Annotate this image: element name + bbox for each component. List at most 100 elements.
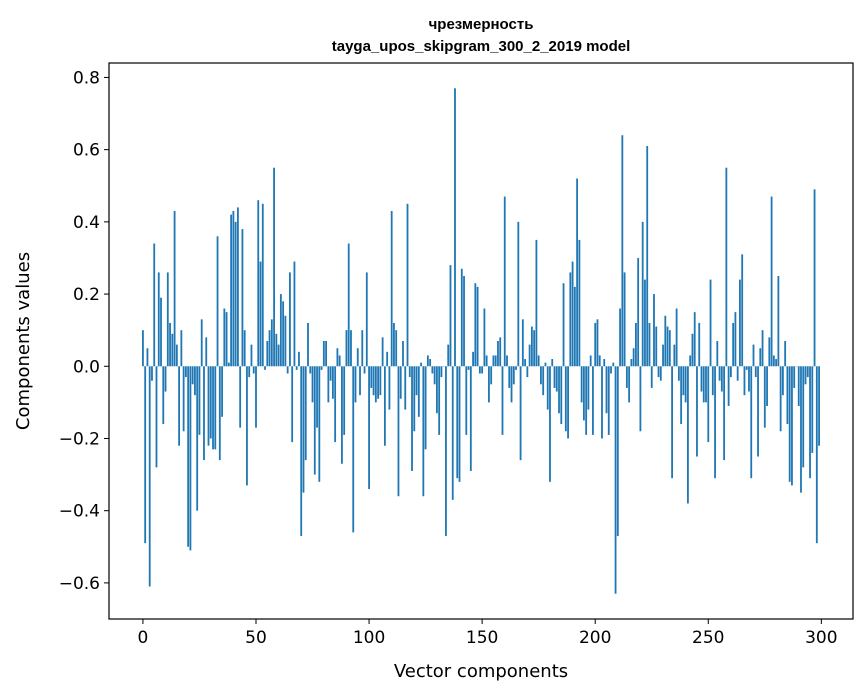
bar-168: [521, 319, 524, 367]
bar-11: [166, 272, 169, 367]
bar-9: [162, 366, 165, 425]
bar-34: [218, 366, 221, 461]
bar-252: [711, 366, 714, 396]
bar-91: [347, 243, 350, 367]
bar-209: [614, 366, 617, 594]
bar-244: [693, 312, 696, 367]
bar-269: [750, 366, 753, 479]
bar-165: [515, 366, 517, 370]
bar-100: [368, 366, 370, 490]
bar-185: [560, 366, 563, 425]
bar-246: [698, 322, 701, 367]
bar-134: [445, 366, 447, 536]
x-tick-label: 200: [579, 628, 611, 648]
bar-12: [169, 322, 171, 367]
bar-25: [198, 366, 201, 435]
bar-124: [422, 366, 425, 497]
bar-232: [666, 326, 669, 367]
bar-120: [413, 366, 416, 432]
bar-201: [596, 319, 599, 367]
bar-291: [800, 366, 802, 493]
bar-41: [234, 221, 237, 367]
bar-180: [549, 366, 551, 482]
bar-122: [417, 366, 420, 417]
bar-207: [610, 366, 612, 374]
x-axis-ticks: 0 50 100 150 200 250 300: [138, 619, 838, 648]
bar-151: [483, 308, 486, 367]
bar-104: [377, 366, 380, 399]
bar-141: [460, 268, 463, 367]
bar-183: [555, 366, 558, 392]
bar-275: [763, 366, 766, 428]
bar-279: [772, 355, 775, 367]
bar-192: [576, 178, 579, 367]
bar-158: [499, 337, 502, 367]
bar-71: [302, 366, 305, 493]
bar-6: [155, 366, 158, 468]
bar-240: [684, 366, 687, 403]
bar-245: [696, 366, 698, 457]
bar-171: [528, 344, 531, 367]
bar-156: [494, 355, 497, 367]
bar-102: [372, 366, 375, 396]
bar-46: [246, 366, 248, 486]
bar-249: [705, 366, 707, 403]
bar-264: [739, 279, 741, 367]
bar-229: [659, 366, 662, 381]
bar-236: [675, 308, 678, 367]
bar-20: [187, 366, 190, 547]
bar-5: [153, 243, 156, 367]
bar-250: [707, 366, 710, 443]
bar-77: [316, 366, 318, 428]
bar-110: [390, 211, 393, 367]
bar-203: [601, 366, 603, 439]
bar-95: [356, 348, 359, 367]
bar-3: [148, 366, 151, 587]
bar-40: [232, 211, 235, 367]
bar-69: [298, 351, 300, 367]
bar-62: [282, 301, 285, 367]
bar-241: [687, 366, 689, 504]
bar-131: [438, 366, 441, 435]
bar-296: [811, 366, 814, 453]
bar-38: [227, 362, 230, 367]
bar-126: [426, 355, 429, 367]
bar-173: [533, 330, 536, 367]
bar-194: [580, 366, 583, 403]
y-tick-label: 0.0: [73, 357, 100, 377]
bar-75: [311, 366, 314, 403]
y-axis-label: Components values: [13, 252, 34, 430]
bar-219: [637, 257, 640, 367]
bar-143: [465, 366, 468, 435]
bar-48: [250, 344, 253, 367]
bar-10: [164, 366, 167, 392]
bar-56: [268, 330, 271, 367]
bar-234: [671, 366, 673, 479]
bar-35: [221, 366, 223, 417]
bar-215: [628, 366, 631, 403]
y-tick-label: 0.4: [73, 213, 100, 233]
bar-114: [399, 366, 402, 399]
x-tick-label: 0: [138, 628, 149, 648]
bar-187: [564, 366, 567, 432]
bar-118: [408, 366, 411, 378]
bar-243: [691, 333, 694, 367]
bar-32: [214, 366, 217, 450]
bar-196: [585, 366, 588, 435]
bar-258: [725, 167, 728, 367]
bar-233: [668, 330, 671, 367]
bar-111: [393, 322, 395, 367]
bar-115: [402, 341, 404, 367]
bar-273: [759, 348, 762, 367]
bar-161: [506, 355, 508, 367]
bar-1: [144, 366, 147, 544]
bar-188: [567, 366, 569, 439]
bar-76: [313, 366, 316, 475]
bar-55: [266, 341, 269, 367]
bar-21: [189, 366, 192, 551]
bar-13: [171, 333, 174, 367]
bar-103: [374, 366, 377, 403]
bar-27: [203, 366, 205, 461]
bar-99: [365, 272, 368, 367]
bar-0: [142, 330, 144, 367]
